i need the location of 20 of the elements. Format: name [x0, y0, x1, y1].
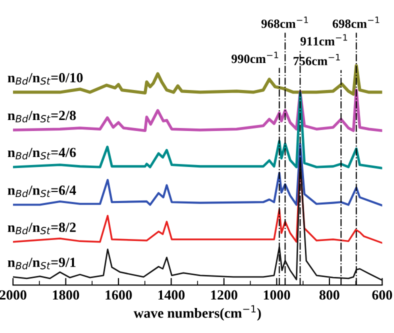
series-label: n$_{Bd}$/n$_{St}$=8/2: [8, 222, 76, 234]
x-axis-title: wave numbers(cm$^{−1}$): [134, 305, 261, 321]
x-tick-label: 2000: [0, 290, 26, 300]
x-tick-label: 1600: [106, 290, 132, 300]
ref-line-label: 990cm$^{−1}$: [232, 52, 278, 64]
series-label: n$_{Bd}$/n$_{St}$=6/4: [8, 186, 76, 198]
series-label: n$_{Bd}$/n$_{St}$=9/1: [8, 258, 76, 270]
series-label: n$_{Bd}$/n$_{St}$=4/6: [8, 148, 76, 160]
x-tick-label: 1800: [52, 290, 80, 300]
ref-line-label: 756cm$^{−1}$: [294, 54, 340, 66]
x-tick-label: 800: [319, 290, 340, 300]
ref-line-label: 968cm$^{−1}$: [261, 16, 308, 28]
x-tick-label: 1200: [211, 290, 238, 300]
x-tick-label: 1000: [264, 290, 290, 300]
ref-line-label: 698cm$^{−1}$: [332, 16, 380, 28]
ref-line-label: 911cm$^{−1}$: [300, 34, 348, 46]
x-tick-label: 1400: [158, 290, 185, 300]
series-label: n$_{Bd}$/n$_{St}$=2/8: [8, 110, 76, 122]
x-tick-label: 600: [372, 290, 392, 300]
series-label: n$_{Bd}$/n$_{St}$=0/10: [8, 73, 83, 85]
